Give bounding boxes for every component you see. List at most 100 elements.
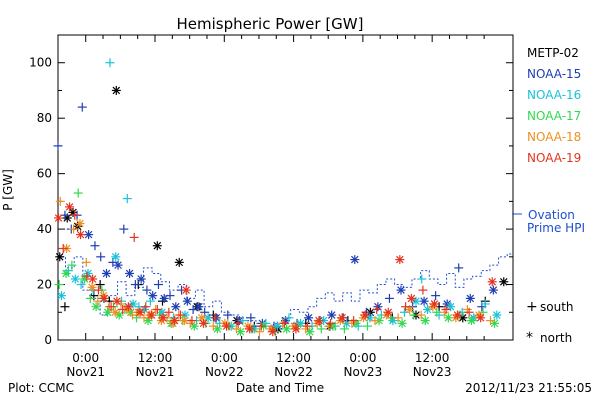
marker-stroke: [396, 255, 404, 264]
marker-legend-symbol: +: [526, 299, 538, 315]
north-point: [487, 277, 497, 287]
marker-stroke: [467, 316, 476, 325]
south-point: [349, 316, 359, 326]
marker-stroke: [54, 214, 63, 222]
south-point: [60, 302, 70, 312]
north-point: [158, 313, 168, 323]
marker-stroke: [199, 319, 208, 328]
north-point: [314, 316, 324, 326]
marker-stroke: [493, 311, 501, 319]
ovation-legend-line2: Prime HPI: [527, 221, 585, 235]
north-point: [123, 302, 133, 312]
south-point: [54, 280, 64, 290]
south-point: [142, 285, 152, 295]
x-tick-date: Nov23: [413, 365, 452, 379]
marker-stroke: [453, 311, 462, 319]
y-tick-label: 60: [37, 167, 52, 181]
north-point: [304, 313, 314, 323]
marker-stroke: [236, 327, 245, 336]
south-point: [233, 318, 243, 328]
south-point: [480, 299, 490, 309]
marker-legend: + south * north: [526, 299, 574, 346]
south-point: [106, 302, 116, 312]
marker-stroke: [412, 297, 420, 305]
south-point: [105, 58, 115, 68]
marker-stroke: [137, 275, 145, 283]
south-point: [70, 210, 80, 220]
north-point: [466, 316, 476, 326]
marker-stroke: [292, 325, 300, 333]
south-point: [69, 224, 79, 234]
south-point: [432, 307, 442, 317]
south-point: [279, 318, 289, 328]
marker-stroke: [84, 230, 93, 239]
marker-stroke: [197, 314, 206, 322]
south-point: [53, 141, 63, 151]
south-point: [145, 296, 155, 306]
marker-stroke: [268, 327, 277, 336]
marker-stroke: [444, 314, 453, 322]
south-point: [238, 316, 248, 326]
south-point: [187, 316, 197, 326]
south-point: [316, 324, 326, 334]
south-point: [362, 321, 372, 331]
north-point: [112, 296, 122, 306]
south-point: [77, 102, 87, 112]
marker-stroke: [88, 283, 96, 292]
marker-stroke: [125, 269, 134, 278]
north-point: [111, 252, 121, 262]
north-point: [174, 257, 184, 267]
north-point: [245, 324, 255, 334]
south-point: [85, 293, 95, 303]
north-point: [55, 252, 65, 262]
x-tick-date: Nov23: [344, 365, 383, 379]
chart-title: Hemispheric Power [GW]: [177, 15, 364, 33]
north-point: [350, 255, 360, 265]
y-tick-label: 20: [37, 278, 52, 292]
south-point: [210, 313, 220, 323]
north-point: [465, 293, 475, 303]
north-point: [171, 302, 181, 312]
south-point: [326, 318, 336, 328]
south-point: [175, 310, 185, 320]
x-axis: 0:00Nov2112:00Nov210:00Nov2212:00Nov220:…: [66, 35, 485, 379]
south-point: [130, 280, 140, 290]
north-point: [125, 268, 135, 278]
marker-stroke: [180, 316, 189, 325]
marker-stroke: [88, 275, 97, 283]
north-point: [419, 296, 429, 306]
south-point: [256, 321, 266, 331]
north-point: [222, 321, 232, 331]
x-tick-time: 12:00: [415, 351, 450, 365]
north-point: [113, 260, 123, 270]
south-point: [81, 257, 91, 267]
x-tick-date: Nov21: [66, 365, 105, 379]
north-point: [152, 241, 162, 251]
marker-stroke: [111, 308, 119, 317]
marker-stroke: [62, 269, 70, 278]
marker-stroke: [499, 277, 508, 286]
x-tick-date: Nov22: [274, 365, 313, 379]
south-point: [431, 291, 441, 301]
y-axis-label: P [GW]: [1, 169, 15, 211]
footer-source: Plot: CCMC: [8, 381, 74, 395]
marker-stroke: [195, 302, 203, 311]
north-point: [397, 318, 407, 328]
north-point: [135, 307, 145, 317]
marker-stroke: [397, 286, 405, 294]
marker-stroke: [338, 314, 346, 322]
marker-stroke: [458, 314, 467, 322]
marker-stroke: [113, 297, 121, 305]
south-point: [95, 280, 105, 290]
footer-timestamp: 2012/11/23 21:55:05: [465, 381, 592, 395]
marker-stroke: [222, 322, 231, 330]
x-tick-date: Nov22: [205, 365, 244, 379]
north-point: [453, 310, 463, 320]
marker-stroke: [76, 219, 84, 228]
north-point: [54, 213, 64, 223]
north-point: [91, 302, 101, 312]
marker-stroke: [71, 275, 80, 283]
marker-stroke: [384, 308, 393, 317]
north-point: [488, 285, 498, 295]
legend-noaa-17: NOAA-17: [527, 109, 581, 123]
